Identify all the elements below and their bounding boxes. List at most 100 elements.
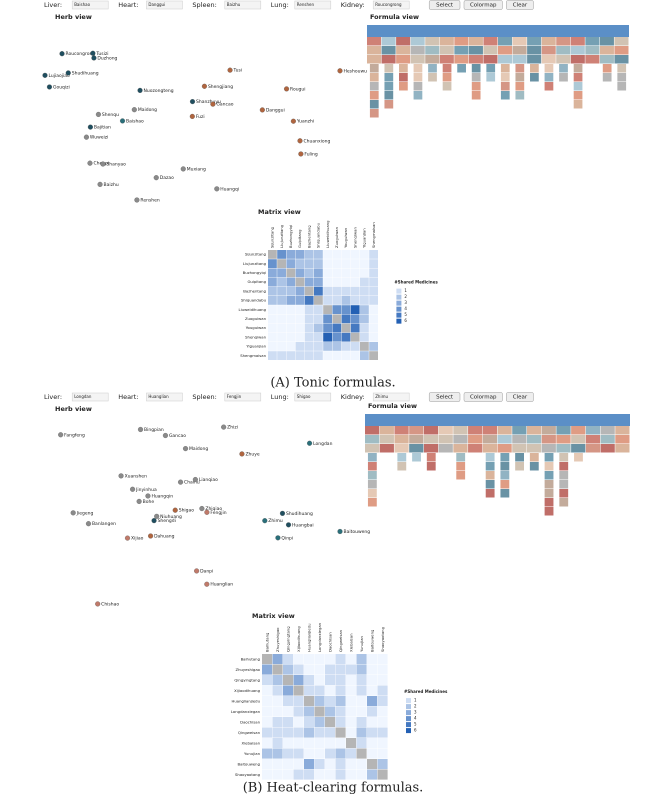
matrix-cell[interactable]	[323, 332, 332, 342]
matrix-cell[interactable]	[356, 675, 367, 686]
formula-block[interactable]	[529, 453, 539, 462]
matrix-cell[interactable]	[341, 296, 351, 305]
matrix-cell[interactable]	[286, 342, 296, 351]
text-input[interactable]	[71, 392, 109, 402]
text-input[interactable]	[224, 0, 262, 10]
formula-block[interactable]	[384, 64, 394, 73]
matrix-cell[interactable]	[293, 675, 304, 686]
herb-node[interactable]	[70, 510, 76, 516]
matrix-cell[interactable]	[286, 296, 296, 305]
matrix-cell[interactable]	[335, 717, 346, 728]
matrix-cell[interactable]	[314, 738, 325, 749]
matrix-cell[interactable]	[369, 259, 378, 268]
matrix-cell[interactable]	[360, 268, 369, 278]
matrix-cell[interactable]	[304, 738, 315, 749]
matrix-cell[interactable]	[350, 351, 360, 360]
matrix-cell[interactable]	[341, 250, 351, 259]
matrix-cell[interactable]	[332, 351, 342, 360]
herb-node[interactable]	[65, 70, 71, 76]
matrix-cell[interactable]	[325, 706, 336, 717]
matrix-cell[interactable]	[283, 759, 294, 770]
matrix-cell[interactable]	[377, 696, 388, 707]
matrix-cell[interactable]	[341, 305, 351, 314]
formula-block[interactable]	[527, 37, 542, 46]
formula-block[interactable]	[410, 46, 425, 55]
matrix-cell[interactable]	[277, 332, 286, 342]
formula-block[interactable]	[367, 471, 377, 480]
formula-block[interactable]	[426, 453, 436, 462]
matrix-cell[interactable]	[272, 654, 283, 665]
formula-block[interactable]	[512, 444, 527, 453]
formula-block[interactable]	[423, 426, 439, 435]
formula-block[interactable]	[559, 489, 569, 498]
matrix-cell[interactable]	[304, 268, 314, 278]
formula-block[interactable]	[399, 64, 408, 73]
formula-block[interactable]	[485, 453, 495, 462]
formula-block[interactable]	[428, 64, 437, 73]
formula-block[interactable]	[471, 64, 481, 73]
formula-block[interactable]	[500, 453, 510, 462]
herb-node[interactable]	[290, 118, 296, 124]
matrix-cell[interactable]	[335, 696, 346, 707]
matrix-cell[interactable]	[277, 323, 286, 333]
matrix-cell[interactable]	[350, 268, 360, 278]
diagonal-cell[interactable]	[346, 738, 357, 749]
formula-block[interactable]	[600, 426, 615, 435]
formula-block[interactable]	[471, 91, 481, 100]
matrix-cell[interactable]	[268, 286, 277, 296]
matrix-cell[interactable]	[304, 759, 315, 770]
herb-node[interactable]	[259, 107, 265, 113]
matrix-cell[interactable]	[286, 277, 296, 287]
formula-block[interactable]	[559, 471, 569, 480]
formula-block[interactable]	[573, 91, 583, 100]
matrix-cell[interactable]	[314, 342, 323, 351]
herb-node[interactable]	[182, 446, 189, 452]
matrix-cell[interactable]	[341, 332, 351, 342]
matrix-cell[interactable]	[377, 748, 388, 759]
matrix-cell[interactable]	[277, 250, 286, 259]
matrix-cell[interactable]	[293, 717, 304, 728]
formula-block[interactable]	[614, 55, 629, 64]
herb-node[interactable]	[124, 535, 131, 541]
matrix-cell[interactable]	[325, 727, 336, 738]
matrix-cell[interactable]	[286, 351, 296, 360]
formula-block[interactable]	[512, 426, 527, 435]
button[interactable]	[463, 392, 503, 402]
matrix-cell[interactable]	[314, 305, 323, 314]
matrix-cell[interactable]	[314, 727, 325, 738]
matrix-cell[interactable]	[332, 250, 342, 259]
formula-block[interactable]	[468, 444, 483, 453]
herb-node[interactable]	[283, 86, 290, 92]
herb-node[interactable]	[298, 151, 304, 157]
formula-block[interactable]	[423, 435, 439, 444]
matrix-cell[interactable]	[332, 323, 342, 333]
formula-block[interactable]	[483, 37, 498, 46]
matrix-cell[interactable]	[295, 323, 305, 333]
formula-block[interactable]	[485, 489, 495, 498]
matrix-cell[interactable]	[332, 277, 342, 287]
formula-block[interactable]	[544, 82, 554, 91]
matrix-cell[interactable]	[314, 286, 323, 296]
matrix-cell[interactable]	[369, 332, 378, 342]
matrix-cell[interactable]	[367, 675, 378, 686]
formula-block[interactable]	[365, 426, 380, 435]
matrix-cell[interactable]	[360, 323, 369, 333]
matrix-cell[interactable]	[325, 769, 336, 780]
formula-block[interactable]	[498, 37, 513, 46]
diagonal-cell[interactable]	[332, 314, 342, 324]
formula-block[interactable]	[544, 489, 554, 498]
text-input[interactable]	[372, 0, 410, 10]
formula-block[interactable]	[471, 73, 481, 82]
formula-block[interactable]	[544, 471, 554, 480]
matrix-cell[interactable]	[268, 296, 277, 305]
formula-block[interactable]	[515, 82, 525, 91]
matrix-cell[interactable]	[272, 759, 283, 770]
matrix-cell[interactable]	[272, 748, 283, 759]
matrix-cell[interactable]	[283, 738, 294, 749]
formula-block[interactable]	[541, 55, 556, 64]
formula-block[interactable]	[438, 435, 453, 444]
formula-block[interactable]	[409, 444, 424, 453]
matrix-cell[interactable]	[346, 769, 357, 780]
formula-block[interactable]	[384, 82, 394, 91]
matrix-cell[interactable]	[346, 696, 357, 707]
